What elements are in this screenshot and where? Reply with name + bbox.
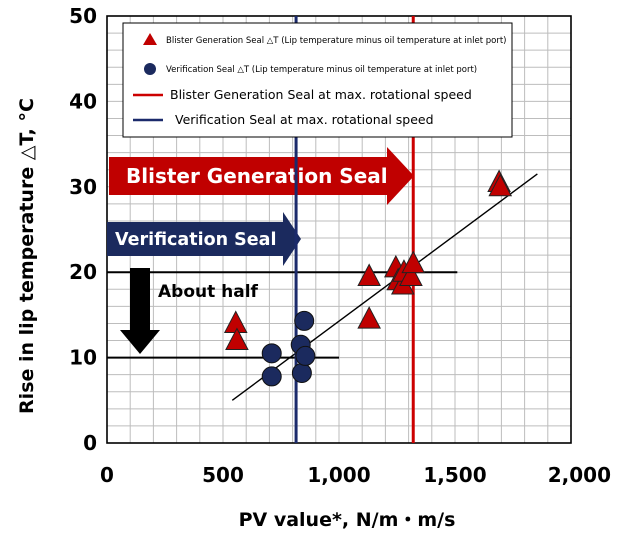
verification-arrow-label: Verification Seal <box>115 230 276 250</box>
x-tick-label: 0 <box>100 463 114 487</box>
y-tick-label: 10 <box>69 346 97 370</box>
y-tick-label: 40 <box>69 89 97 113</box>
legend: Blister Generation Seal △T (Lip temperat… <box>122 22 513 138</box>
tick-labels: 0 500 1,000 1,500 2,000 0 10 20 30 40 50 <box>69 4 611 487</box>
blister-data-point <box>225 327 249 351</box>
legend-box <box>122 22 513 138</box>
about-half-arrow <box>120 268 160 354</box>
legend-triangle-icon <box>143 33 157 45</box>
verification-data-point <box>261 366 282 387</box>
y-tick-label: 30 <box>69 175 97 199</box>
blister-data-point <box>488 173 513 197</box>
y-axis-title: Rise in lip temperature △T, °C <box>16 98 38 414</box>
verification-data-point <box>291 362 312 383</box>
trend-line <box>231 173 538 401</box>
verification-data-point <box>295 345 316 366</box>
x-tick-label: 2,000 <box>548 463 611 487</box>
blister-data-point <box>401 250 426 274</box>
x-tick-label: 1,500 <box>423 463 486 487</box>
blister-data-point <box>399 263 423 286</box>
verification-data-point <box>261 343 282 364</box>
about-half-label: About half <box>158 282 259 302</box>
blister-data-point <box>357 263 381 286</box>
x-axis-title: PV value*, N/m・m/s <box>239 509 456 531</box>
data-marks <box>223 169 513 387</box>
x-tick-label: 1,000 <box>307 463 370 487</box>
blister-data-point <box>223 310 248 333</box>
blister-arrow-label: Blister Generation Seal <box>126 164 388 188</box>
x-tick-label: 500 <box>202 463 244 487</box>
legend-verification-label: Verification Seal △T (Lip temperature mi… <box>166 65 477 75</box>
y-tick-label: 0 <box>83 431 97 455</box>
legend-blister-line-label: Blister Generation Seal at max. rotation… <box>170 87 472 102</box>
verification-data-point <box>294 310 315 331</box>
y-tick-label: 20 <box>69 260 97 284</box>
legend-circle-icon <box>144 63 156 75</box>
legend-blister-label: Blister Generation Seal △T (Lip temperat… <box>166 36 507 46</box>
blister-arrow: Blister Generation Seal <box>109 147 414 205</box>
legend-verification-line-label: Verification Seal at max. rotational spe… <box>175 112 434 127</box>
verification-arrow: Verification Seal <box>107 212 301 266</box>
y-tick-label: 50 <box>69 4 97 28</box>
blister-data-point <box>357 306 381 329</box>
